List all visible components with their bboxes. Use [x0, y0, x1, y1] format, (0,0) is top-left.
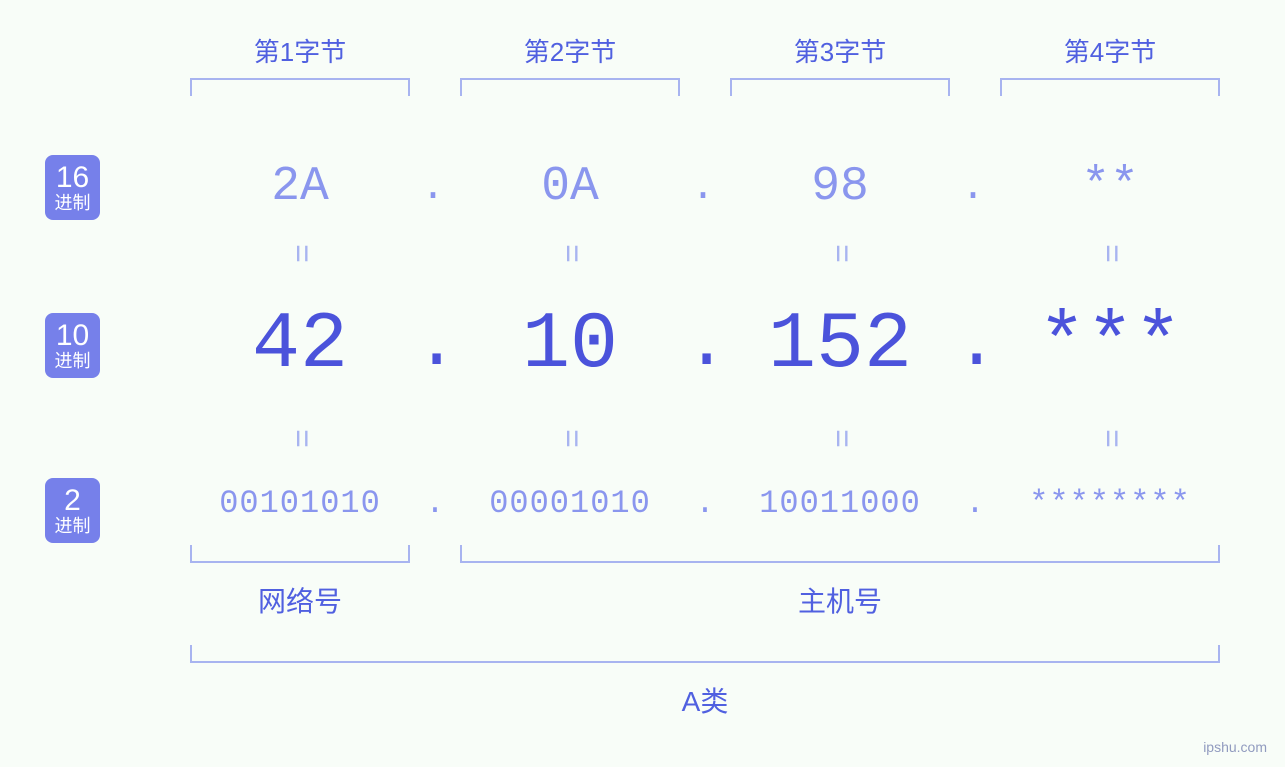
- bin-dot-2: .: [690, 485, 720, 522]
- equals-2-4: =: [1092, 424, 1129, 454]
- dec-byte-1: 42: [180, 300, 420, 391]
- top-bracket-3: [730, 78, 950, 96]
- byte-label-1: 第1字节: [180, 32, 420, 69]
- bin-base-badge: 2 进制: [45, 478, 100, 543]
- equals-1-4: =: [1092, 239, 1129, 269]
- dec-byte-4: ***: [990, 300, 1230, 391]
- byte-label-3: 第3字节: [720, 32, 960, 69]
- equals-2-1: =: [282, 424, 319, 454]
- dec-base-badge: 10 进制: [45, 313, 100, 378]
- top-bracket-2: [460, 78, 680, 96]
- bin-base-num: 2: [53, 484, 92, 517]
- bin-dot-3: .: [960, 485, 990, 522]
- hex-dot-1: .: [418, 166, 448, 211]
- equals-2-3: =: [822, 424, 859, 454]
- class-label: A类: [180, 680, 1230, 720]
- dec-dot-2: .: [685, 304, 715, 386]
- hex-base-num: 16: [53, 161, 92, 194]
- host-label: 主机号: [450, 580, 1230, 620]
- byte-label-4: 第4字节: [990, 32, 1230, 69]
- bin-base-suffix: 进制: [53, 517, 92, 537]
- network-bracket: [190, 545, 410, 563]
- dec-byte-3: 152: [720, 300, 960, 391]
- equals-1-3: =: [822, 239, 859, 269]
- dec-byte-2: 10: [450, 300, 690, 391]
- hex-dot-3: .: [958, 166, 988, 211]
- bin-byte-1: 00101010: [180, 485, 420, 522]
- bin-byte-3: 10011000: [720, 485, 960, 522]
- dec-base-suffix: 进制: [53, 352, 92, 372]
- equals-1-1: =: [282, 239, 319, 269]
- hex-byte-1: 2A: [180, 160, 420, 214]
- bin-byte-4: ********: [990, 485, 1230, 522]
- hex-byte-3: 98: [720, 160, 960, 214]
- top-bracket-4: [1000, 78, 1220, 96]
- equals-1-2: =: [552, 239, 589, 269]
- network-label: 网络号: [180, 580, 420, 620]
- host-bracket: [460, 545, 1220, 563]
- equals-2-2: =: [552, 424, 589, 454]
- bin-dot-1: .: [420, 485, 450, 522]
- dec-dot-1: .: [415, 304, 445, 386]
- byte-label-2: 第2字节: [450, 32, 690, 69]
- class-bracket: [190, 645, 1220, 663]
- top-bracket-1: [190, 78, 410, 96]
- dec-dot-3: .: [955, 304, 985, 386]
- hex-byte-4: **: [990, 160, 1230, 214]
- dec-base-num: 10: [53, 319, 92, 352]
- watermark: ipshu.com: [1203, 739, 1267, 755]
- hex-byte-2: 0A: [450, 160, 690, 214]
- hex-dot-2: .: [688, 166, 718, 211]
- bin-byte-2: 00001010: [450, 485, 690, 522]
- hex-base-badge: 16 进制: [45, 155, 100, 220]
- hex-base-suffix: 进制: [53, 194, 92, 214]
